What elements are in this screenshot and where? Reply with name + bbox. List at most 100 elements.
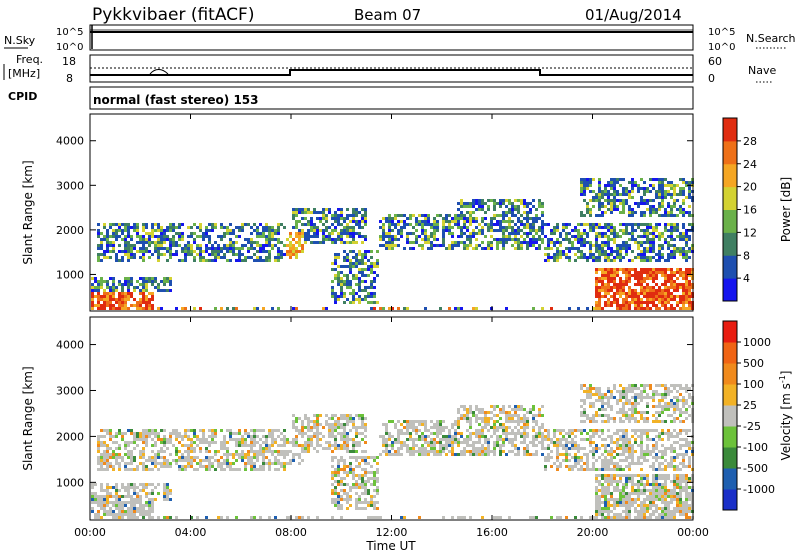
data-pixel [655,193,658,196]
data-pixel [643,295,646,298]
data-pixel [454,453,457,456]
data-pixel [496,405,499,408]
data-pixel [364,492,367,495]
data-pixel [154,244,157,247]
data-pixel [613,301,616,304]
data-pixel [457,423,460,426]
data-pixel [358,262,361,265]
data-pixel [640,510,643,513]
data-pixel [649,286,652,289]
data-pixel [349,495,352,498]
data-pixel [631,268,634,271]
data-pixel [598,429,601,432]
data-pixel [301,447,304,450]
data-pixel [289,241,292,244]
data-pixel [688,289,691,292]
data-pixel [379,244,382,247]
data-pixel [235,253,238,256]
data-pixel [193,232,196,235]
data-pixel [316,435,319,438]
data-pixel [607,483,610,486]
data-pixel [670,205,673,208]
data-pixel [589,178,592,181]
data-pixel [208,229,211,232]
data-pixel [148,501,151,504]
data-pixel [403,214,406,217]
data-pixel [553,435,556,438]
data-pixel [130,304,133,307]
data-pixel [124,301,127,304]
data-pixel [640,283,643,286]
data-pixel [673,286,676,289]
data-pixel [418,214,421,217]
data-pixel [526,444,529,447]
data-pixel [604,501,607,504]
data-pixel [520,420,523,423]
data-pixel [337,277,340,280]
data-pixel [469,232,472,235]
data-pixel [625,268,628,271]
data-pixel [682,307,685,310]
data-pixel [343,489,346,492]
data-pixel [343,459,346,462]
data-pixel [349,468,352,471]
data-pixel [586,390,589,393]
data-pixel [571,441,574,444]
data-pixel [415,420,418,423]
data-pixel [124,304,127,307]
data-pixel [565,447,568,450]
data-pixel [100,486,103,489]
data-pixel [196,468,199,471]
data-pixel [622,402,625,405]
data-pixel [334,489,337,492]
data-pixel [349,232,352,235]
data-pixel [583,438,586,441]
data-pixel [130,513,133,516]
data-pixel [574,226,577,229]
data-pixel [124,238,127,241]
data-pixel [520,247,523,250]
data-pixel [238,256,241,259]
data-pixel [166,459,169,462]
data-pixel [637,480,640,483]
data-pixel [658,307,661,310]
data-pixel [466,417,469,420]
data-pixel [637,301,640,304]
data-pixel [199,229,202,232]
data-pixel [397,229,400,232]
data-pixel [478,244,481,247]
data-pixel [451,247,454,250]
data-pixel [130,486,133,489]
data-pixel [313,229,316,232]
data-pixel [298,220,301,223]
data-pixel [640,501,643,504]
data-pixel [631,211,634,214]
data-pixel [610,441,613,444]
data-pixel [511,438,514,441]
data-pixel [331,465,334,468]
data-pixel [493,405,496,408]
data-pixel [550,229,553,232]
data-pixel [406,217,409,220]
data-pixel [619,235,622,238]
data-pixel [625,444,628,447]
data-pixel [331,223,334,226]
data-pixel [298,429,301,432]
data-pixel [625,190,628,193]
data-pixel [610,477,613,480]
data-pixel [367,501,370,504]
data-pixel [277,259,280,262]
data-pixel [343,426,346,429]
data-pixel [103,498,106,501]
data-pixel [115,456,118,459]
data-pixel [595,459,598,462]
data-pixel [145,295,148,298]
data-pixel [631,405,634,408]
data-pixel [631,190,634,193]
data-pixel [640,307,643,310]
data-pixel [370,504,373,507]
data-pixel [631,229,634,232]
data-pixel [154,286,157,289]
data-pixel [310,444,313,447]
data-pixel [139,483,142,486]
